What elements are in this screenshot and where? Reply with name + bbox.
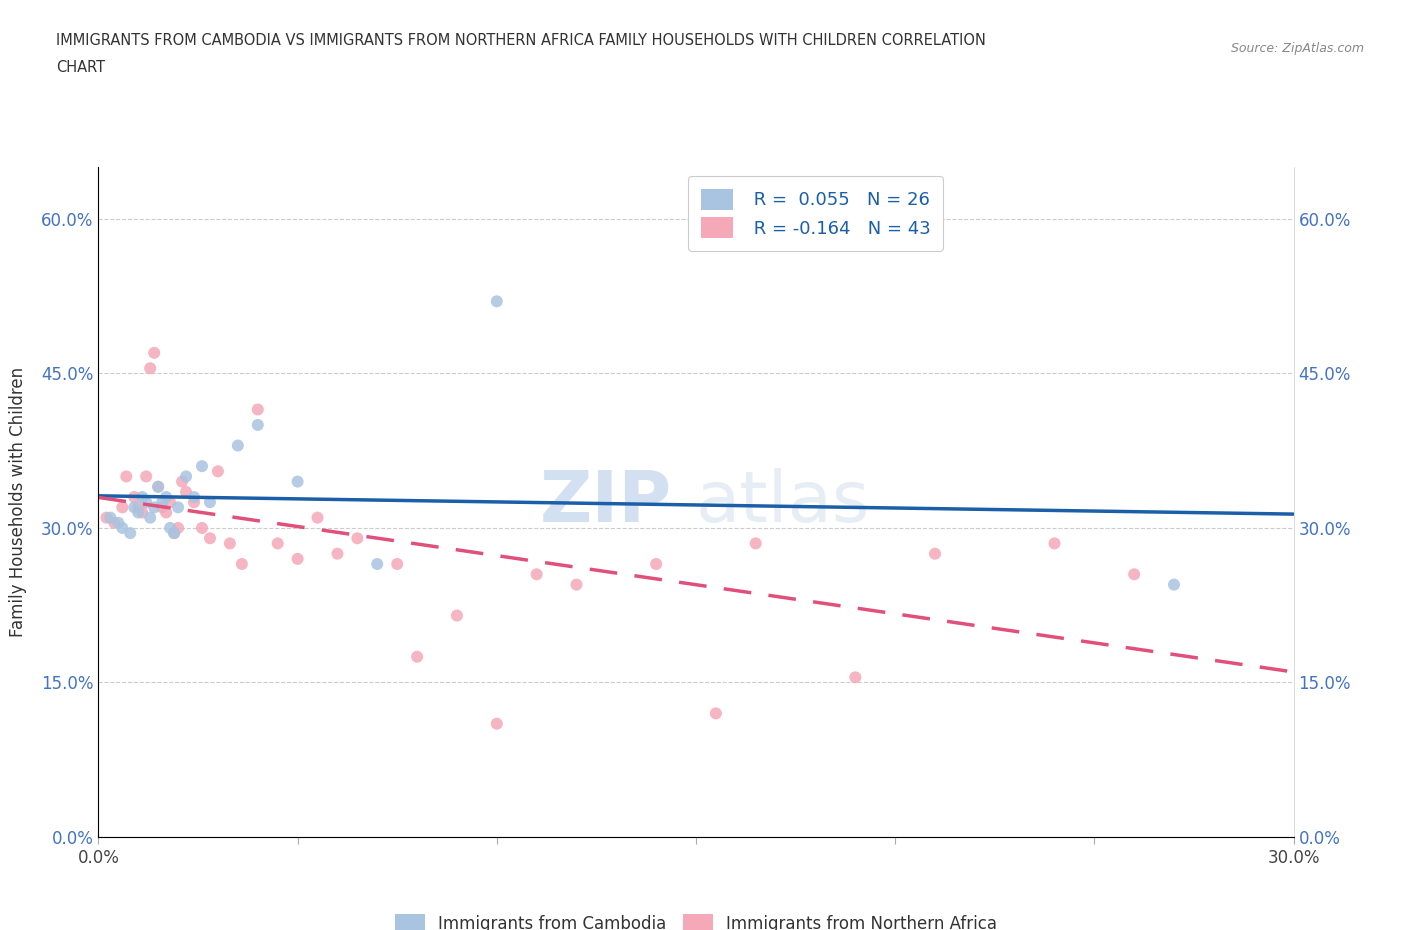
Text: ZIP: ZIP xyxy=(540,468,672,537)
Point xyxy=(704,706,727,721)
Point xyxy=(120,525,142,540)
Point xyxy=(307,511,329,525)
Point xyxy=(287,551,309,566)
Point xyxy=(167,521,190,536)
Point xyxy=(1123,567,1146,582)
Point xyxy=(131,505,153,520)
Point xyxy=(645,556,668,571)
Point xyxy=(406,649,429,664)
Point xyxy=(231,556,253,571)
Point xyxy=(172,474,194,489)
Point xyxy=(565,578,588,592)
Point xyxy=(148,479,170,494)
Point xyxy=(103,515,125,530)
Text: atlas: atlas xyxy=(696,468,870,537)
Point xyxy=(135,469,157,484)
Point xyxy=(1163,578,1185,592)
Point xyxy=(526,567,548,582)
Point xyxy=(127,505,149,520)
Point xyxy=(198,531,221,546)
Point xyxy=(124,500,146,515)
Point xyxy=(155,505,177,520)
Point xyxy=(385,556,409,571)
Point xyxy=(219,536,242,551)
Point xyxy=(150,495,173,510)
Point xyxy=(135,495,157,510)
Point xyxy=(150,500,173,515)
Point xyxy=(485,294,508,309)
Point xyxy=(924,546,946,561)
Point xyxy=(174,469,197,484)
Point xyxy=(107,515,129,530)
Point xyxy=(267,536,290,551)
Point xyxy=(111,500,134,515)
Point xyxy=(745,536,768,551)
Point xyxy=(155,489,177,504)
Point xyxy=(148,479,170,494)
Point xyxy=(1043,536,1066,551)
Point xyxy=(131,489,153,504)
Point xyxy=(183,495,205,510)
Point xyxy=(139,361,162,376)
Point xyxy=(163,525,186,540)
Point xyxy=(174,485,197,499)
Point xyxy=(346,531,368,546)
Point xyxy=(246,402,269,417)
Text: Source: ZipAtlas.com: Source: ZipAtlas.com xyxy=(1230,42,1364,55)
Point xyxy=(226,438,249,453)
Point xyxy=(183,489,205,504)
Point xyxy=(191,521,214,536)
Point xyxy=(207,464,229,479)
Point xyxy=(246,418,269,432)
Point xyxy=(191,458,214,473)
Point xyxy=(326,546,349,561)
Y-axis label: Family Households with Children: Family Households with Children xyxy=(10,367,27,637)
Point xyxy=(159,495,181,510)
Point xyxy=(198,495,221,510)
Point xyxy=(115,469,138,484)
Text: IMMIGRANTS FROM CAMBODIA VS IMMIGRANTS FROM NORTHERN AFRICA FAMILY HOUSEHOLDS WI: IMMIGRANTS FROM CAMBODIA VS IMMIGRANTS F… xyxy=(56,33,986,47)
Point xyxy=(446,608,468,623)
Point xyxy=(287,474,309,489)
Point xyxy=(844,670,866,684)
Text: CHART: CHART xyxy=(56,60,105,75)
Point xyxy=(143,345,166,360)
Point xyxy=(111,521,134,536)
Point xyxy=(163,525,186,540)
Point xyxy=(159,521,181,536)
Point xyxy=(96,511,118,525)
Point xyxy=(124,489,146,504)
Point xyxy=(100,511,122,525)
Point xyxy=(127,500,149,515)
Legend: Immigrants from Cambodia, Immigrants from Northern Africa: Immigrants from Cambodia, Immigrants fro… xyxy=(387,906,1005,930)
Point xyxy=(485,716,508,731)
Point xyxy=(143,500,166,515)
Point xyxy=(366,556,388,571)
Point xyxy=(167,500,190,515)
Point xyxy=(139,511,162,525)
